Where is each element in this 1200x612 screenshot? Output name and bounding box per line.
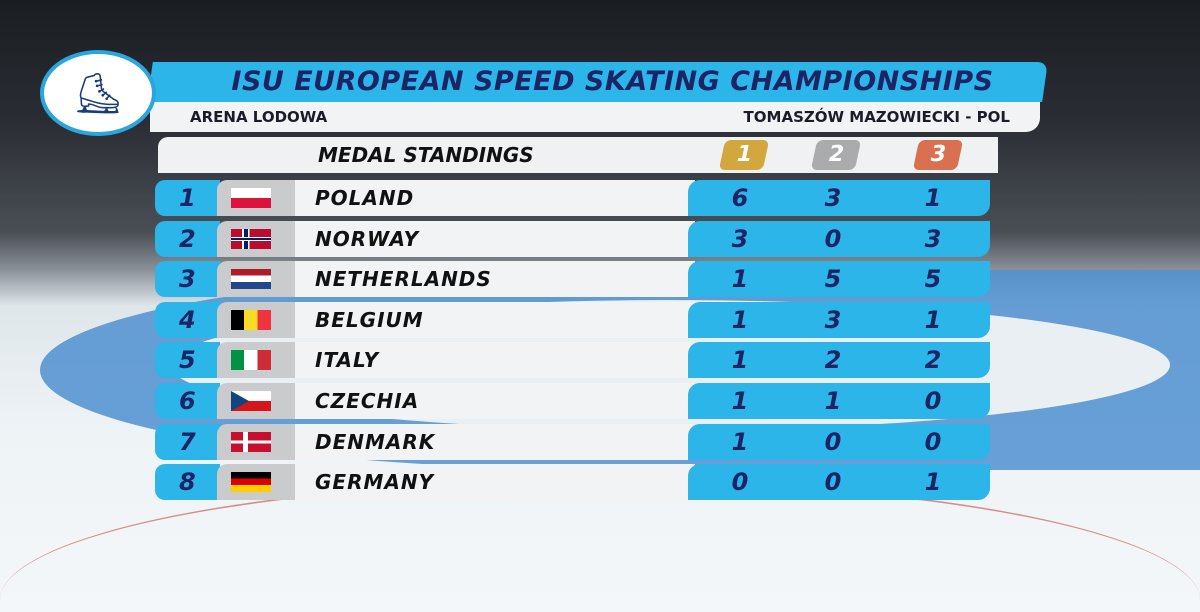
silver-count: 0 bbox=[824, 224, 842, 253]
gold-count: 1 bbox=[731, 265, 749, 294]
event-title: ISU EUROPEAN SPEED SKATING CHAMPIONSHIPS bbox=[231, 66, 994, 97]
poland-flag-icon bbox=[231, 188, 271, 208]
czechia-flag-icon bbox=[231, 391, 271, 411]
bronze-count: 3 bbox=[924, 224, 942, 253]
belgium-flag-icon bbox=[231, 309, 271, 330]
country-name: NETHERLANDS bbox=[295, 261, 695, 298]
country-name: BELGIUM bbox=[295, 301, 695, 338]
gold-count: 1 bbox=[731, 427, 749, 456]
rank: 1 bbox=[155, 180, 220, 216]
medal-counts: 6 3 1 bbox=[688, 180, 990, 216]
standings-row: 8 GERMANY 0 0 1 bbox=[155, 464, 990, 501]
medal-counts: 1 5 5 bbox=[688, 261, 990, 298]
gold-count: 1 bbox=[731, 305, 749, 334]
standings-row: 5 ITALY 1 2 2 bbox=[155, 342, 990, 379]
flag-box bbox=[217, 342, 295, 379]
flag-box bbox=[217, 220, 295, 257]
title-bar: ISU EUROPEAN SPEED SKATING CHAMPIONSHIPS bbox=[147, 62, 1048, 102]
standings-row: 3 NETHERLANDS 1 5 5 bbox=[155, 261, 990, 298]
gold-medal-header: 1 bbox=[718, 140, 770, 170]
medal-counts: 1 0 0 bbox=[688, 423, 990, 460]
silver-count: 0 bbox=[824, 427, 842, 456]
flag-box bbox=[217, 180, 295, 216]
table-header: MEDAL STANDINGS 1 2 3 bbox=[158, 137, 998, 173]
skater-logo-icon: ⛸ bbox=[40, 50, 156, 136]
silver-medal-header: 2 bbox=[810, 140, 862, 170]
flag-box bbox=[217, 301, 295, 338]
standings-row: 1 POLAND 6 3 1 bbox=[155, 180, 990, 216]
rank: 7 bbox=[155, 423, 220, 460]
flag-box bbox=[217, 383, 295, 419]
table-title: MEDAL STANDINGS bbox=[318, 143, 534, 167]
rank: 6 bbox=[155, 383, 220, 419]
flag-box bbox=[217, 423, 295, 460]
country-name: DENMARK bbox=[295, 423, 695, 460]
subtitle-bar: ARENA LODOWA TOMASZÓW MAZOWIECKI - POL bbox=[150, 102, 1040, 132]
silver-count: 5 bbox=[824, 265, 842, 294]
rank: 2 bbox=[155, 220, 220, 257]
country-name: CZECHIA bbox=[295, 383, 695, 419]
bronze-medal-header: 3 bbox=[912, 140, 964, 170]
rank: 4 bbox=[155, 301, 220, 338]
medal-counts: 0 0 1 bbox=[688, 464, 990, 501]
gold-count: 1 bbox=[731, 387, 749, 415]
location: TOMASZÓW MAZOWIECKI - POL bbox=[743, 108, 1010, 126]
country-name: POLAND bbox=[295, 180, 695, 216]
italy-flag-icon bbox=[231, 350, 271, 371]
flag-box bbox=[217, 261, 295, 298]
rank: 8 bbox=[155, 464, 220, 501]
bronze-count: 1 bbox=[924, 468, 942, 497]
bronze-count: 1 bbox=[924, 184, 942, 212]
germany-flag-icon bbox=[231, 472, 271, 493]
silver-count: 3 bbox=[824, 184, 842, 212]
venue: ARENA LODOWA bbox=[190, 108, 328, 126]
country-name: ITALY bbox=[295, 342, 695, 379]
silver-count: 0 bbox=[824, 468, 842, 497]
gold-count: 1 bbox=[731, 346, 749, 375]
norway-flag-icon bbox=[231, 228, 271, 249]
country-name: GERMANY bbox=[295, 464, 695, 501]
flag-box bbox=[217, 464, 295, 501]
medal-counts: 3 0 3 bbox=[688, 220, 990, 257]
standings-row: 2 NORWAY 3 0 3 bbox=[155, 220, 990, 257]
netherlands-flag-icon bbox=[231, 269, 271, 290]
silver-count: 2 bbox=[824, 346, 842, 375]
bronze-count: 0 bbox=[924, 387, 942, 415]
denmark-flag-icon bbox=[231, 431, 271, 452]
gold-count: 0 bbox=[731, 468, 749, 497]
bronze-count: 0 bbox=[924, 427, 942, 456]
rank: 5 bbox=[155, 342, 220, 379]
standings-row: 7 DENMARK 1 0 0 bbox=[155, 423, 990, 460]
medal-counts: 1 1 0 bbox=[688, 383, 990, 419]
medal-counts: 1 2 2 bbox=[688, 342, 990, 379]
gold-count: 6 bbox=[731, 184, 749, 212]
country-name: NORWAY bbox=[295, 220, 695, 257]
rank: 3 bbox=[155, 261, 220, 298]
bronze-count: 1 bbox=[924, 305, 942, 334]
standings-row: 4 BELGIUM 1 3 1 bbox=[155, 301, 990, 338]
silver-count: 3 bbox=[824, 305, 842, 334]
bronze-count: 2 bbox=[924, 346, 942, 375]
bronze-count: 5 bbox=[924, 265, 942, 294]
medal-counts: 1 3 1 bbox=[688, 301, 990, 338]
gold-count: 3 bbox=[731, 224, 749, 253]
silver-count: 1 bbox=[824, 387, 842, 415]
standings-row: 6 CZECHIA 1 1 0 bbox=[155, 383, 990, 419]
